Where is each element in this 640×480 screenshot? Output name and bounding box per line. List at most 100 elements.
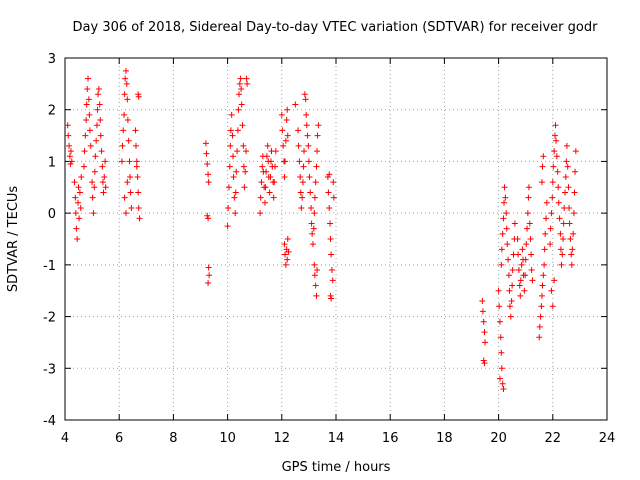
- data-point-plus-marker: [568, 261, 575, 268]
- data-point-plus-marker: [297, 189, 304, 196]
- data-point-plus-marker: [121, 194, 128, 201]
- data-point-plus-marker: [239, 122, 246, 129]
- data-point-plus-marker: [80, 163, 87, 170]
- data-point-plus-marker: [328, 267, 335, 274]
- data-point-plus-marker: [136, 215, 143, 222]
- data-point-plus-marker: [551, 132, 558, 139]
- data-point-plus-marker: [307, 189, 314, 196]
- x-axis-label: GPS time / hours: [282, 460, 391, 475]
- data-point-plus-marker: [330, 179, 337, 186]
- data-point-plus-marker: [509, 267, 516, 274]
- data-point-plus-marker: [313, 292, 320, 299]
- data-point-plus-marker: [81, 148, 88, 155]
- data-point-plus-marker: [98, 148, 105, 155]
- data-point-plus-marker: [202, 140, 209, 147]
- data-point-plus-marker: [241, 184, 248, 191]
- data-point-plus-marker: [102, 184, 109, 191]
- data-point-plus-marker: [555, 199, 562, 206]
- data-point-plus-marker: [263, 168, 270, 175]
- data-point-plus-marker: [558, 261, 565, 268]
- data-point-plus-marker: [271, 179, 278, 186]
- data-point-plus-marker: [281, 241, 288, 248]
- data-point-plus-marker: [94, 106, 101, 113]
- data-point-plus-marker: [554, 168, 561, 175]
- data-point-plus-marker: [93, 137, 100, 144]
- data-point-plus-marker: [308, 220, 315, 227]
- y-tick-label: -3: [43, 362, 56, 377]
- data-point-plus-marker: [232, 210, 239, 217]
- data-point-plus-marker: [311, 272, 318, 279]
- data-point-plus-marker: [127, 173, 134, 180]
- data-point-plus-marker: [64, 122, 71, 129]
- data-point-plus-marker: [238, 86, 245, 93]
- data-point-plus-marker: [570, 230, 577, 237]
- data-point-plus-marker: [553, 153, 560, 160]
- data-point-plus-marker: [258, 179, 265, 186]
- data-point-plus-marker: [303, 111, 310, 118]
- data-point-plus-marker: [205, 215, 212, 222]
- y-tick-label: -2: [43, 311, 56, 326]
- data-point-plus-marker: [326, 204, 333, 211]
- data-point-plus-marker: [66, 153, 73, 160]
- x-tick-label: 6: [115, 431, 123, 446]
- data-point-plus-marker: [496, 303, 503, 310]
- x-tick-label: 22: [545, 431, 562, 446]
- data-point-plus-marker: [515, 251, 522, 258]
- data-point-plus-marker: [284, 236, 291, 242]
- data-point-plus-marker: [498, 365, 505, 372]
- data-point-plus-marker: [550, 163, 557, 170]
- x-tick-label: 16: [382, 431, 399, 446]
- data-point-plus-marker: [566, 220, 573, 227]
- data-point-plus-marker: [134, 173, 141, 180]
- data-point-plus-marker: [538, 303, 545, 310]
- data-point-plus-marker: [266, 189, 273, 196]
- data-point-plus-marker: [71, 179, 78, 186]
- data-point-plus-marker: [100, 189, 107, 196]
- data-point-plus-marker: [482, 339, 489, 346]
- axis-ticks: [64, 57, 608, 421]
- x-tick-label: 14: [328, 431, 345, 446]
- data-point-plus-marker: [127, 189, 134, 196]
- data-point-plus-marker: [75, 199, 82, 206]
- data-point-plus-marker: [68, 158, 75, 165]
- data-point-plus-marker: [551, 148, 558, 155]
- x-tick-label: 8: [169, 431, 177, 446]
- data-point-plus-marker: [557, 230, 564, 237]
- data-point-plus-marker: [124, 96, 131, 103]
- data-point-plus-marker: [205, 264, 212, 271]
- data-point-plus-marker: [99, 163, 106, 170]
- data-point-plus-marker: [97, 117, 104, 124]
- data-point-plus-marker: [498, 349, 505, 356]
- data-point-plus-marker: [244, 80, 251, 87]
- data-point-plus-marker: [243, 148, 250, 155]
- y-tick-label: 0: [48, 207, 56, 222]
- data-point-plus-marker: [86, 111, 93, 118]
- data-point-plus-marker: [571, 189, 578, 196]
- y-tick-label: -1: [43, 259, 56, 274]
- data-point-plus-marker: [205, 171, 212, 178]
- data-point-plus-marker: [126, 158, 133, 165]
- data-point-plus-marker: [125, 137, 132, 144]
- data-point-plus-marker: [526, 220, 533, 227]
- data-point-plus-marker: [89, 194, 96, 201]
- y-tick-label: 2: [48, 104, 56, 119]
- data-point-plus-marker: [506, 287, 513, 294]
- data-point-plus-marker: [502, 194, 509, 201]
- data-point-plus-marker: [330, 194, 337, 201]
- data-point-plus-marker: [312, 282, 319, 289]
- data-point-plus-marker: [225, 204, 232, 211]
- data-point-plus-marker: [231, 194, 238, 201]
- data-point-plus-marker: [300, 163, 307, 170]
- data-point-plus-marker: [261, 199, 268, 206]
- data-point-plus-marker: [92, 153, 99, 160]
- data-point-plus-marker: [529, 277, 536, 284]
- data-point-plus-marker: [525, 194, 532, 201]
- data-point-plus-marker: [240, 163, 247, 170]
- data-point-plus-marker: [135, 93, 142, 100]
- data-point-plus-marker: [311, 261, 318, 268]
- data-point-plus-marker: [329, 277, 336, 284]
- data-point-plus-marker: [537, 313, 544, 320]
- data-point-plus-marker: [553, 137, 560, 144]
- data-point-plus-marker: [93, 122, 100, 129]
- data-point-plus-marker: [133, 142, 140, 149]
